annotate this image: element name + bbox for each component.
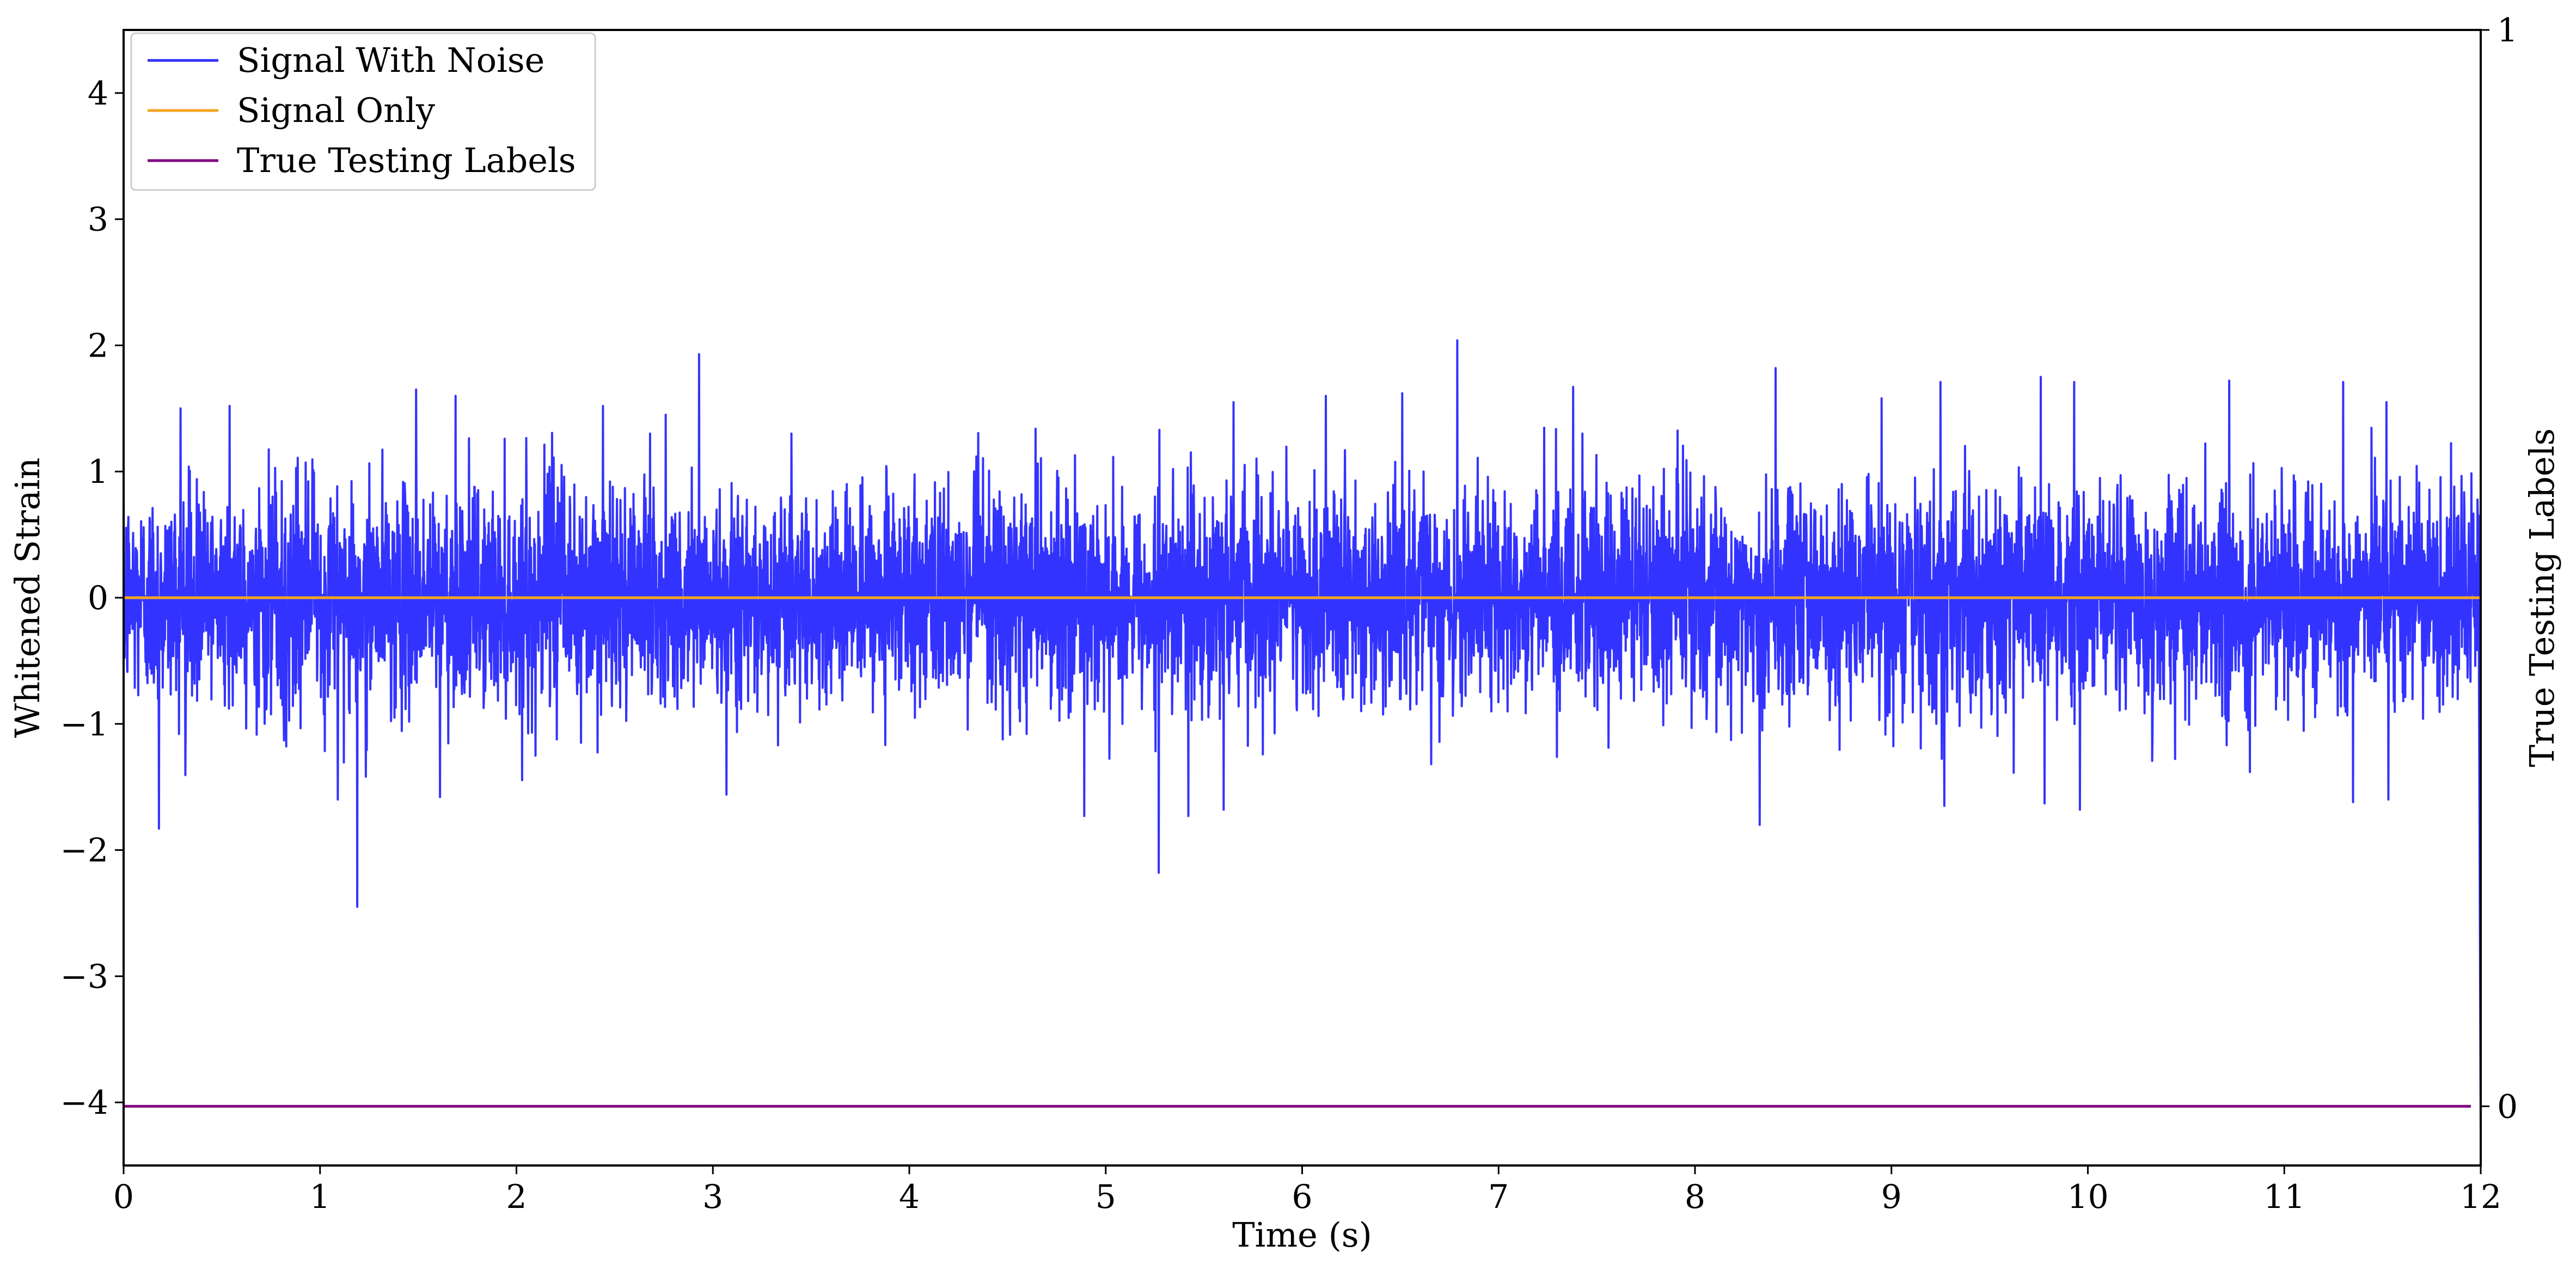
y-tick-label: −2 (60, 832, 108, 870)
line-signal-with-noise (124, 340, 2481, 1127)
x-tick-label: 9 (1881, 1178, 1902, 1216)
y-tick-label: −1 (60, 705, 108, 744)
x-tick-label: 11 (2263, 1178, 2305, 1216)
x-axis-label: Time (s) (1232, 1215, 1372, 1255)
x-tick-label: 4 (899, 1178, 920, 1216)
y2-tick-label: 1 (2497, 11, 2518, 50)
y-tick-label: 0 (88, 579, 108, 617)
x-tick-label: 3 (702, 1178, 723, 1216)
y-tick-label: −4 (60, 1084, 108, 1122)
legend-label-signal-only: Signal Only (237, 90, 435, 130)
y2-axis-label: True Testing Labels (2522, 428, 2562, 768)
x-tick-label: 12 (2460, 1178, 2501, 1216)
x-tick-label: 2 (506, 1178, 527, 1216)
y-tick-label: 2 (88, 327, 108, 365)
x-tick-label: 5 (1096, 1178, 1116, 1216)
y-tick-label: 4 (88, 75, 108, 113)
x-tick-label: 1 (310, 1178, 331, 1216)
x-tick-label: 7 (1488, 1178, 1509, 1216)
y2-tick-label: 0 (2497, 1088, 2518, 1126)
x-tick-label: 0 (113, 1178, 134, 1216)
y-tick-label: −3 (60, 958, 108, 996)
legend: Signal With Noise Signal Only True Testi… (131, 33, 595, 190)
x-axis-ticks: 0 1 2 3 4 5 6 7 8 9 10 11 12 (113, 1165, 2501, 1216)
x-tick-label: 6 (1292, 1178, 1312, 1216)
x-tick-label: 8 (1685, 1178, 1705, 1216)
legend-label-true-testing-labels: True Testing Labels (237, 140, 576, 180)
x-tick-label: 10 (2067, 1178, 2108, 1216)
series-signal-with-noise (124, 340, 2481, 1127)
y-axis-label: Whitened Strain (8, 458, 47, 738)
y-tick-label: 3 (88, 201, 108, 239)
legend-label-signal-with-noise: Signal With Noise (237, 40, 544, 80)
y2-axis-ticks: 01 (2481, 11, 2518, 1126)
y-tick-label: 1 (88, 453, 108, 491)
y-axis-ticks: −4 −3 −2 −1 0 1 2 3 4 (60, 75, 124, 1122)
